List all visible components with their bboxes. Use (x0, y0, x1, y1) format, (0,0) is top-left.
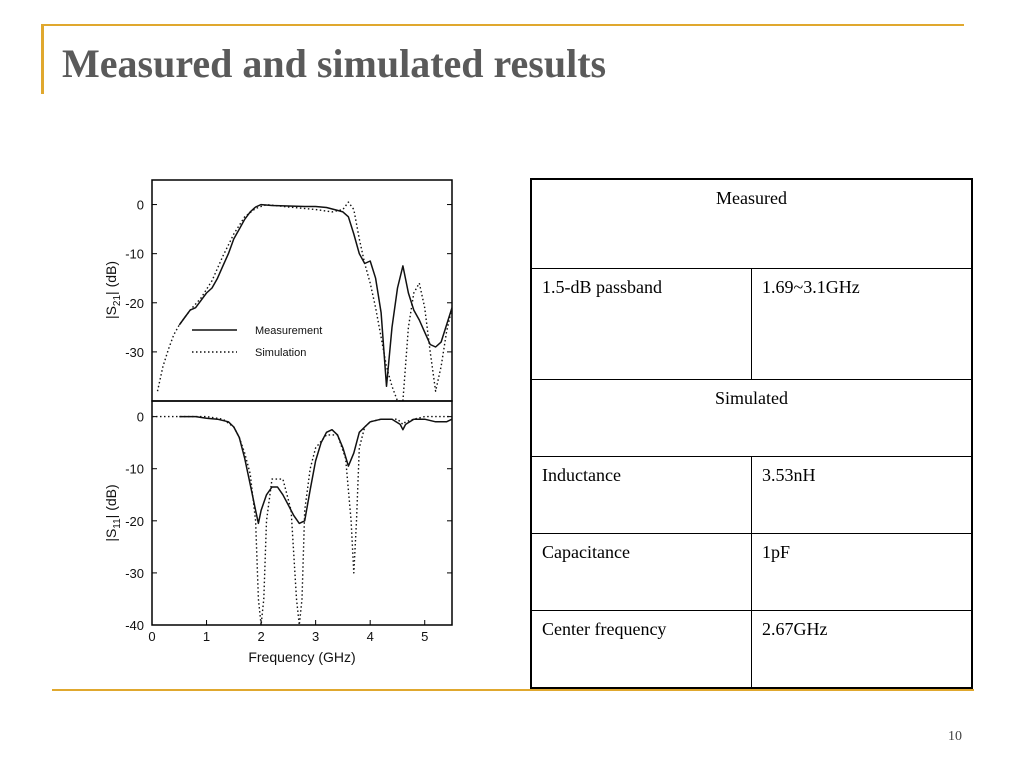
y-axis-label: |S21| (dB) (103, 261, 123, 319)
parameters-table: Measured 1.5-dB passband 1.69~3.1GHz Sim… (530, 178, 973, 689)
passband-value: 1.69~3.1GHz (751, 267, 973, 380)
x-tick-label: 0 (148, 629, 155, 644)
x-tick-label: 4 (367, 629, 374, 644)
series-line-simulation (156, 201, 452, 401)
y-tick-label: -20 (125, 514, 144, 529)
s11-panel: 0 -10 -20 -30 -40 0 1 2 3 4 5 |S11| (dB) Frequency (… (103, 400, 453, 665)
inductance-value: 3.53nH (751, 455, 973, 534)
series-line-measurement (178, 203, 452, 388)
table-row: Simulated (530, 378, 973, 457)
accent-line-top (42, 24, 964, 26)
y-tick-label: -20 (125, 296, 144, 311)
legend-label: Measurement (255, 325, 322, 337)
y-tick-label: -40 (125, 618, 144, 633)
y-tick-label: 0 (137, 410, 144, 425)
x-axis-label: Frequency (GHz) (248, 649, 355, 665)
table-row: Center frequency 2.67GHz (530, 609, 973, 689)
x-tick-label: 3 (312, 629, 319, 644)
s21-panel: 0 -10 -20 -30 |S21| (dB) Measurement Simulatio… (103, 179, 453, 402)
passband-label: 1.5-dB passband (530, 267, 752, 380)
table-row: Inductance 3.53nH (530, 455, 973, 534)
plot-frame (151, 179, 453, 402)
center-frequency-value: 2.67GHz (751, 609, 973, 689)
legend-label: Simulation (255, 347, 306, 359)
table-row: Capacitance 1pF (530, 532, 973, 611)
series-line-measurement (179, 415, 452, 525)
y-tick-label: -10 (125, 462, 144, 477)
simulated-header: Simulated (530, 378, 973, 457)
table-row: Measured (530, 178, 973, 269)
measured-header: Measured (530, 178, 973, 269)
accent-bar-left (41, 24, 44, 94)
slide-title: Measured and simulated results (62, 41, 607, 86)
s-parameter-chart: 0 -10 -20 -30 |S21| (dB) Measurement Simulatio… (103, 179, 453, 665)
accent-line-bottom (52, 689, 974, 691)
capacitance-value: 1pF (751, 532, 973, 611)
capacitance-label: Capacitance (530, 532, 752, 611)
y-axis-label: |S11| (dB) (103, 484, 123, 541)
table-row: 1.5-dB passband 1.69~3.1GHz (530, 267, 973, 380)
y-tick-label: -30 (125, 345, 144, 360)
x-tick-label: 2 (257, 629, 264, 644)
y-tick-label: 0 (137, 198, 144, 213)
x-tick-label: 5 (421, 629, 428, 644)
center-frequency-label: Center frequency (530, 609, 752, 689)
y-tick-label: -10 (125, 247, 144, 262)
series-line-simulation (152, 415, 452, 625)
plot-frame (151, 400, 453, 626)
page-number: 10 (948, 729, 962, 744)
y-tick-label: -30 (125, 566, 144, 581)
x-tick-label: 1 (203, 629, 210, 644)
inductance-label: Inductance (530, 455, 752, 534)
